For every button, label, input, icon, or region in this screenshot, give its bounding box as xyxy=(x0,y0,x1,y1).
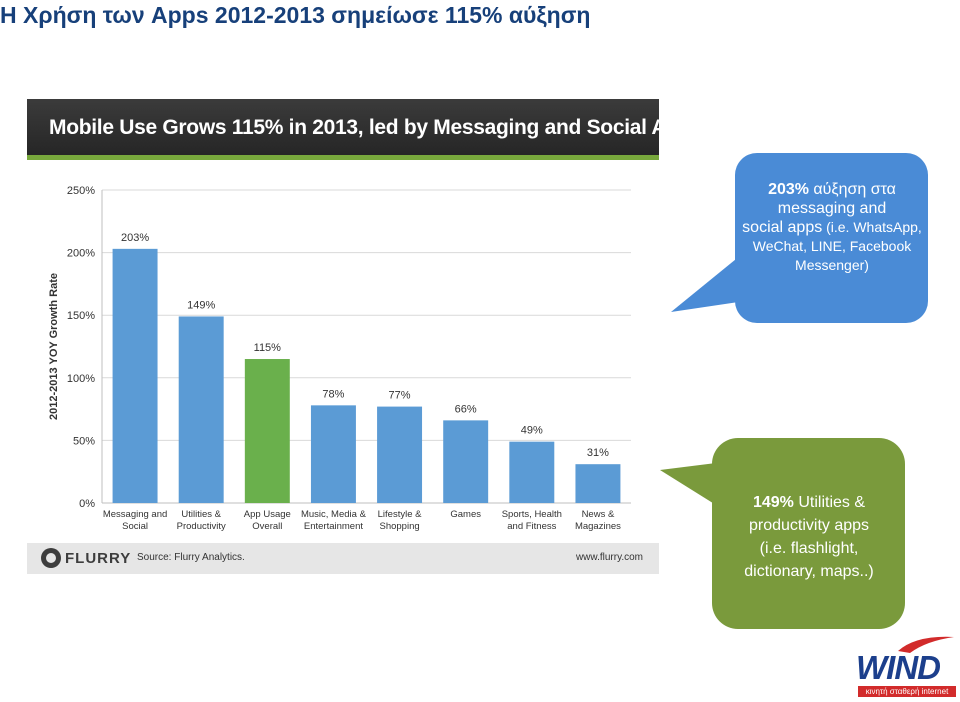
bar xyxy=(443,420,489,503)
x-tick-label: Games xyxy=(450,509,481,520)
flurry-logo: FLURRY xyxy=(41,548,131,568)
wind-logo-text: WIND xyxy=(856,649,941,686)
x-tick-label: Social xyxy=(122,521,148,532)
data-label: 78% xyxy=(322,388,344,400)
x-tick-label: Utilities & xyxy=(181,509,221,520)
x-tick-label: Overall xyxy=(252,521,282,532)
x-tick-label: Sports, Health xyxy=(502,509,562,520)
y-tick-label: 100% xyxy=(67,373,95,385)
flurry-logo-text: FLURRY xyxy=(65,549,132,567)
bar-chart: 0% 50% 100% 150% 200% 250% 2012-2013 YOY Growt… xyxy=(48,185,631,532)
data-label: 31% xyxy=(587,447,609,459)
callout-blue xyxy=(735,153,928,323)
x-tick-label: Music, Media & xyxy=(301,509,367,520)
y-tick-label: 200% xyxy=(67,248,95,260)
x-tick-label: Messaging and xyxy=(103,509,167,520)
chart-title: Mobile Use Grows 115% in 2013, led by Me… xyxy=(49,116,703,139)
callout-blue-line1: αύξηση στα xyxy=(808,181,896,198)
callout-green-highlight: 149% xyxy=(752,494,794,511)
chart-panel: Mobile Use Grows 115% in 2013, led by Me… xyxy=(27,99,703,574)
callout-blue-highlight: 203% xyxy=(768,181,809,198)
bar xyxy=(112,248,158,503)
x-tick-label: Shopping xyxy=(379,521,419,532)
bar xyxy=(509,441,555,503)
data-label: 66% xyxy=(455,403,477,415)
chart-source: Source: Flurry Analytics. xyxy=(137,552,245,563)
y-tick-label: 250% xyxy=(67,185,95,197)
x-tick-label: App Usage xyxy=(244,509,291,520)
y-tick-label: 0% xyxy=(79,498,95,510)
y-tick-label: 50% xyxy=(73,435,95,447)
callout-blue-line4: (i.e. WhatsApp, WeChat, LINE, Facebook M… xyxy=(752,219,922,273)
x-tick-label: Lifestyle & xyxy=(378,509,422,520)
callout-green-line3: (i.e. flashlight, xyxy=(759,540,859,557)
callout-blue-line3: social apps xyxy=(742,219,823,236)
callout-green-line4: dictionary, maps..) xyxy=(744,563,874,580)
wind-swoosh-icon xyxy=(898,636,954,653)
x-tick-label: News & xyxy=(582,509,615,520)
wind-logo: WIND κινητή σταθερή internet xyxy=(856,633,958,699)
chart-banner-accent xyxy=(27,155,659,160)
x-tick-label: Entertainment xyxy=(304,521,364,532)
chart-banner: Mobile Use Grows 115% in 2013, led by Me… xyxy=(27,99,703,155)
data-label: 203% xyxy=(121,232,149,244)
bar xyxy=(310,405,356,503)
bar xyxy=(575,464,621,503)
chart-site-url: www.flurry.com xyxy=(575,552,643,563)
callout-green-text: 149% Utilities & productivity apps (i.e.… xyxy=(716,491,902,583)
bar xyxy=(377,406,423,503)
bar xyxy=(178,316,224,503)
data-label: 115% xyxy=(254,342,282,354)
callout-blue-line2: messaging and xyxy=(777,200,887,217)
bar xyxy=(244,359,290,503)
x-tick-label: Productivity xyxy=(177,521,226,532)
callout-green-line2: productivity apps xyxy=(748,517,870,534)
slide-title: Η Χρήση των Apps 2012-2013 σημείωσε 115%… xyxy=(0,2,591,28)
data-label: 77% xyxy=(389,390,411,402)
callout-blue-text: 203% αύξηση στα messaging and social app… xyxy=(742,180,922,275)
wind-logo-tagline: κινητή σταθερή internet xyxy=(858,686,956,697)
callout-green xyxy=(712,438,905,629)
y-axis-title: 2012-2013 YOY Growth Rate xyxy=(48,273,60,420)
y-tick-label: 150% xyxy=(67,310,95,322)
data-label: 149% xyxy=(187,299,215,311)
x-tick-label: and Fitness xyxy=(507,521,556,532)
data-label: 49% xyxy=(521,425,543,437)
flurry-logo-icon xyxy=(41,548,61,568)
x-tick-label: Magazines xyxy=(575,521,621,532)
chart-footer: FLURRY Source: Flurry Analytics. www.flu… xyxy=(27,543,659,574)
callout-green-line1: Utilities & xyxy=(793,494,866,511)
